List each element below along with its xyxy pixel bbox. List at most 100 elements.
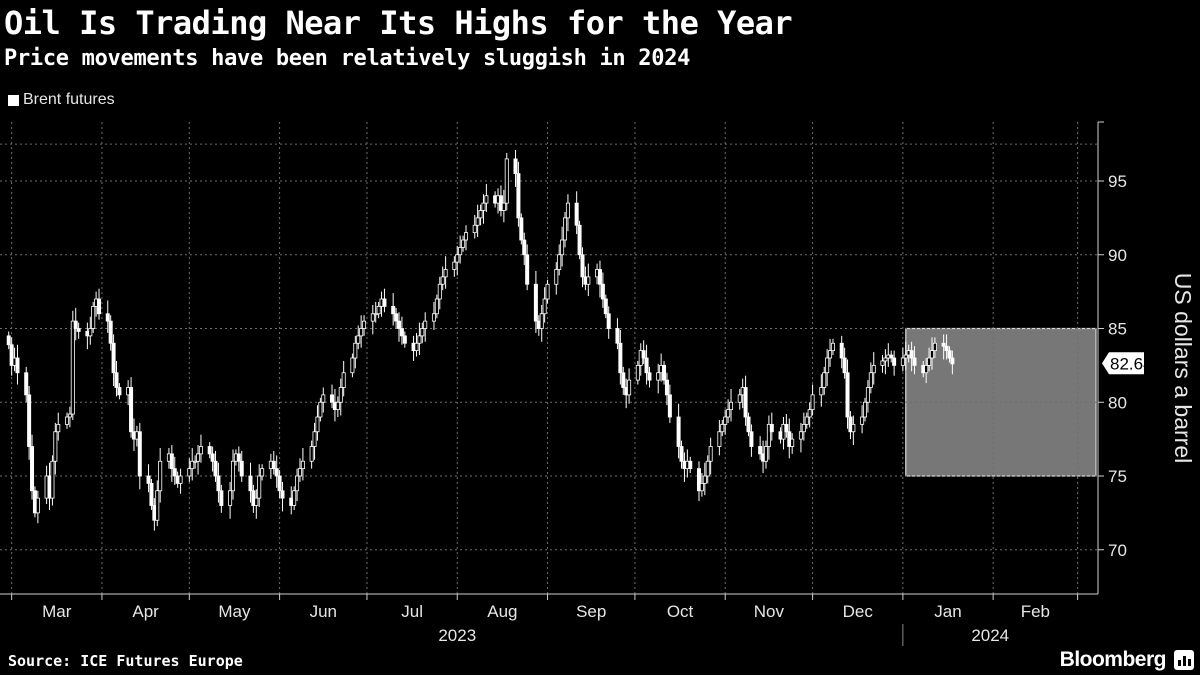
candle-body xyxy=(97,298,102,315)
x-tick-label: Sep xyxy=(576,602,606,621)
candle-body xyxy=(67,413,72,418)
candle-body xyxy=(309,446,314,462)
candle-body xyxy=(763,446,768,462)
candle-body xyxy=(696,468,701,492)
candle-body xyxy=(56,423,61,433)
candle-body xyxy=(563,217,568,241)
candle-body xyxy=(729,401,734,411)
candle-body xyxy=(822,372,827,388)
brent-candles xyxy=(6,150,955,531)
candle-body xyxy=(842,357,847,374)
y-tick-label: 70 xyxy=(1108,541,1127,560)
candle-body xyxy=(944,345,949,352)
candle-body xyxy=(129,387,134,433)
candle-body xyxy=(207,446,212,455)
candle-body xyxy=(169,453,174,470)
candle-body xyxy=(338,387,343,403)
candle-body xyxy=(394,313,399,322)
candle-body xyxy=(236,453,241,462)
candle-body xyxy=(330,394,335,403)
candle-body xyxy=(705,460,710,477)
candle-body xyxy=(373,313,378,316)
candle-body xyxy=(676,416,681,447)
candle-body xyxy=(359,328,364,337)
bloomberg-logo: Bloomberg xyxy=(1059,648,1167,671)
legend-swatch xyxy=(8,94,19,106)
chart-title: Oil Is Trading Near Its Highs for the Ye… xyxy=(4,4,793,42)
candle-body xyxy=(6,335,11,346)
candle-body xyxy=(27,394,32,447)
candle-body xyxy=(417,335,422,344)
candle-body xyxy=(545,283,550,300)
candle-body xyxy=(335,401,340,411)
candle-body xyxy=(376,305,381,315)
candle-body xyxy=(277,475,282,492)
candle-body xyxy=(50,460,55,499)
candle-body xyxy=(300,460,305,470)
candle-body xyxy=(839,342,844,359)
candle-body xyxy=(900,357,905,366)
candle-body xyxy=(420,328,425,337)
candle-body xyxy=(807,409,812,418)
last-value-label: 82.64 xyxy=(1110,354,1153,373)
candle-body xyxy=(644,357,649,374)
candle-body xyxy=(146,475,151,484)
chart-subtitle: Price movements have been relatively slu… xyxy=(4,46,691,71)
candle-body xyxy=(600,283,605,300)
candle-body xyxy=(533,283,538,322)
candle-body xyxy=(580,254,585,278)
candle-body xyxy=(766,423,771,447)
candle-body xyxy=(292,490,297,506)
candle-body xyxy=(30,446,35,492)
candle-body xyxy=(851,423,856,433)
candle-body xyxy=(501,202,506,211)
candle-body xyxy=(542,298,547,315)
candle-body xyxy=(455,254,460,263)
candle-body xyxy=(519,217,524,241)
candle-body xyxy=(641,350,646,359)
candle-body xyxy=(402,335,407,344)
year-label-2024: 2024 xyxy=(971,626,1009,645)
x-tick-label: Nov xyxy=(754,602,785,621)
candle-body xyxy=(554,269,559,285)
candle-body xyxy=(437,283,442,300)
candle-body xyxy=(391,305,396,315)
candle-body xyxy=(758,446,763,455)
y-tick-label: 75 xyxy=(1108,467,1127,486)
candle-body xyxy=(114,372,119,388)
candle-body xyxy=(667,394,672,418)
candle-body xyxy=(105,313,110,322)
candle-body xyxy=(158,460,163,492)
x-tick-label: May xyxy=(218,602,251,621)
candle-body xyxy=(24,372,29,396)
candle-body xyxy=(746,416,751,433)
candle-body xyxy=(219,490,224,506)
candle-body xyxy=(504,158,509,204)
candle-body xyxy=(950,357,955,365)
candle-body xyxy=(190,460,195,470)
candle-body xyxy=(414,342,419,352)
candle-body xyxy=(280,490,285,499)
candle-body xyxy=(863,401,868,418)
x-tick-label: Jul xyxy=(401,602,423,621)
x-tick-label: Feb xyxy=(1021,602,1050,621)
candle-body xyxy=(155,490,160,521)
candle-body xyxy=(606,313,611,329)
x-tick-label: Mar xyxy=(42,602,72,621)
candle-body xyxy=(664,379,669,396)
candle-body xyxy=(830,342,835,352)
candle-body xyxy=(798,431,803,440)
candle-body xyxy=(577,224,582,256)
candle-body xyxy=(743,387,748,418)
candle-body xyxy=(702,475,707,484)
candle-body xyxy=(621,372,626,388)
candle-body xyxy=(889,354,894,359)
candle-body xyxy=(769,423,774,433)
candle-body xyxy=(478,210,483,219)
candle-body xyxy=(525,254,530,285)
candle-body xyxy=(260,468,265,477)
candle-body xyxy=(560,239,565,256)
candle-body xyxy=(871,364,876,374)
candle-body xyxy=(73,320,78,329)
